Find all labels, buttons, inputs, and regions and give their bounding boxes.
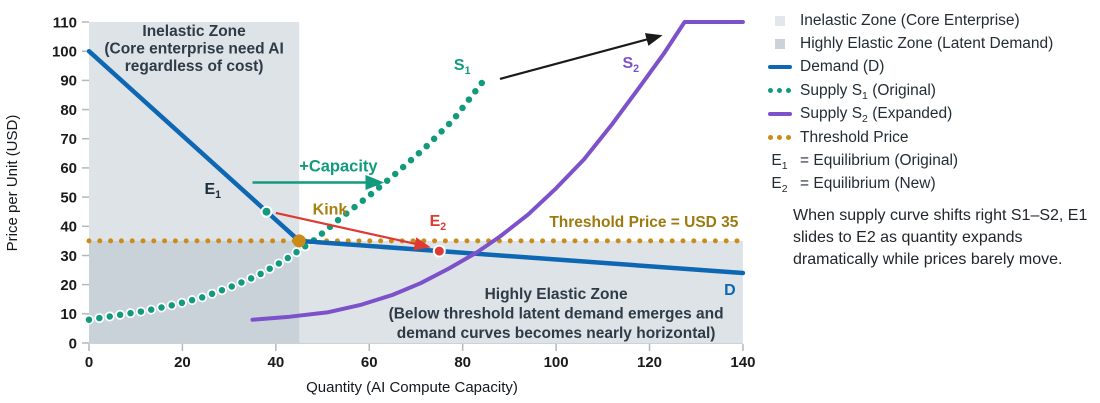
legend-line-marker [766, 112, 793, 117]
y-tick-label: 100 [52, 44, 77, 61]
d-label: D [724, 282, 736, 299]
threshold-label: Threshold Price = USD 35 [549, 214, 738, 231]
y-tick-label: 60 [60, 160, 77, 177]
inelastic-zone-title: Inelastic Zone [142, 23, 246, 40]
s1-label: S1 [454, 57, 471, 77]
legend-item: Supply S1 (Original) [766, 79, 1098, 102]
legend-line-marker [766, 65, 793, 70]
kink-point [292, 234, 306, 248]
legend-item-label: Inelastic Zone (Core Enterprise) [800, 11, 1020, 29]
kink-arrow [275, 211, 431, 251]
y-tick-label: 50 [60, 189, 77, 206]
figure-note: When supply curve shifts right S1–S2, E1… [793, 207, 1088, 268]
y-tick-label: 90 [60, 73, 77, 90]
legend-item-label: Highly Elastic Zone (Latent Demand) [800, 35, 1054, 53]
y-axis-label: Price per Unit (USD) [4, 115, 21, 252]
legend-dots-marker [766, 88, 793, 94]
y-tick-label: 0 [69, 335, 77, 352]
e2-point [432, 244, 446, 258]
x-tick-label: 40 [267, 354, 284, 371]
x-tick-label: 100 [544, 354, 569, 371]
inelastic-zone-title: (Core enterprise need AI [104, 41, 283, 58]
x-tick-label: 120 [637, 354, 662, 371]
legend-item: Demand (D) [766, 56, 1098, 79]
x-tick-label: 20 [174, 354, 191, 371]
x-axis: 0 20 40 60 80 100 120 140 Quantity (AI Compute C… [85, 343, 755, 396]
y-tick-label: 40 [60, 219, 77, 236]
inelastic-zone-title: regardless of cost) [125, 58, 264, 75]
supply-s1-curve [84, 72, 491, 325]
legend: Inelastic Zone (Core Enterprise) Highly E… [766, 9, 1098, 196]
legend-item-label: Supply S2 (Expanded) [800, 105, 953, 126]
elastic-zone-title: Highly Elastic Zone [485, 286, 628, 303]
legend-zone-swatch [766, 15, 793, 26]
legend-item: Inelastic Zone (Core Enterprise) [766, 9, 1098, 32]
elastic-zone-title: demand curves becomes nearly horizontal) [397, 325, 716, 342]
y-tick-label: 30 [60, 248, 77, 265]
e1-point [260, 205, 273, 218]
capacity-label: +Capacity [299, 157, 378, 175]
x-axis-label: Quantity (AI Compute Capacity) [306, 379, 518, 396]
y-tick-label: 10 [60, 306, 77, 323]
kink-label: Kink [313, 202, 348, 219]
shift-arrow [499, 33, 663, 80]
legend-item-label: = Equilibrium (Original) [800, 152, 959, 170]
y-tick-label: 80 [60, 102, 77, 119]
legend-item-label: Threshold Price [800, 128, 909, 146]
legend-item: Highly Elastic Zone (Latent Demand) [766, 32, 1098, 55]
x-tick-label: 140 [730, 354, 755, 371]
e2-label: E2 [430, 213, 447, 233]
legend-item: E2 = Equilibrium (New) [766, 173, 1098, 196]
legend-item: E1 = Equilibrium (Original) [766, 149, 1098, 172]
legend-item-label: = Equilibrium (New) [800, 175, 936, 193]
y-tick-label: 70 [60, 131, 77, 148]
legend-item-label: Supply S1 (Original) [800, 81, 936, 102]
elastic-zone-title: (Below threshold latent demand emerges a… [389, 305, 724, 322]
legend-symbol-text: E1 [771, 152, 788, 173]
y-axis: 0 10 20 30 40 50 60 70 80 90 100 110 Price per Unit … [4, 14, 89, 352]
legend-item-label: Demand (D) [800, 58, 885, 76]
supply-s2-curve [250, 20, 745, 322]
s2-label: S2 [623, 55, 640, 75]
legend-item: Supply S2 (Expanded) [766, 103, 1098, 126]
x-tick-label: 80 [454, 354, 471, 371]
legend-symbol-text: E2 [771, 175, 788, 196]
legend-dots-marker [766, 135, 793, 141]
highly-elastic-zone-area [89, 240, 743, 343]
legend-item: Threshold Price [766, 126, 1098, 149]
x-tick-label: 60 [361, 354, 378, 371]
y-tick-label: 20 [60, 277, 77, 294]
y-tick-label: 110 [53, 14, 77, 31]
legend-zone-swatch [766, 39, 793, 50]
x-tick-label: 0 [85, 354, 93, 371]
